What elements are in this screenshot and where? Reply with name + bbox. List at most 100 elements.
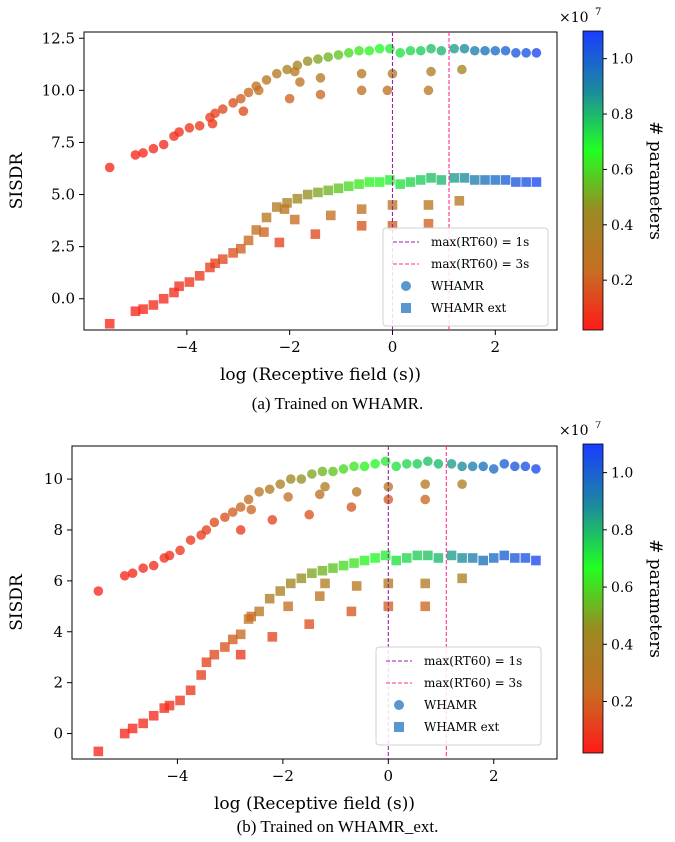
whamr-ext-square-point [283, 601, 293, 612]
whamr-circle-point [228, 98, 238, 108]
x-tick-label: 0 [388, 338, 398, 356]
whamr-ext-square-point [325, 210, 336, 221]
legend-box [375, 646, 542, 746]
whamr-circle-point [264, 484, 275, 495]
whamr-ext-square-point [130, 306, 141, 317]
whamr-circle-point [520, 461, 531, 472]
whamr-ext-square-point [370, 553, 380, 563]
whamr-circle-point [238, 106, 249, 116]
colorbar-tick-label: 0.8 [611, 107, 633, 123]
whamr-ext-square-point [531, 555, 541, 566]
whamr-ext-square-point [184, 277, 195, 287]
whamr-ext-square-point [328, 563, 338, 573]
whamr-circle-point [130, 150, 141, 160]
whamr-circle-point [261, 75, 272, 85]
whamr-circle-point [138, 563, 148, 573]
whamr-circle-point [148, 560, 159, 571]
whamr-ext-square-point [374, 177, 385, 187]
whamr-circle-point [349, 461, 359, 472]
whamr-ext-square-point [251, 225, 262, 235]
whamr-ext-square-point [333, 183, 344, 194]
whamr-circle-point [284, 93, 295, 104]
whamr-circle-point [385, 43, 395, 54]
whamr-ext-square-point [307, 568, 317, 579]
whamr-circle-point [420, 479, 431, 489]
whamr-circle-point [383, 494, 394, 505]
whamr-ext-square-point [380, 550, 391, 561]
whamr-circle-point [296, 474, 307, 484]
scatter-chart-a: −4 −2 0 2 0.0 2.5 5.0 7.5 10.0 12.5 log (Receptive… [7, 7, 665, 385]
whamr-ext-square-point [433, 553, 444, 563]
whamr-ext-square-point [364, 177, 375, 187]
colorbar-tick-label: 0.8 [611, 523, 633, 539]
x-tick-label: 2 [489, 767, 499, 785]
whamr-ext-square-point [285, 578, 296, 589]
whamr-circle-point [93, 586, 104, 596]
whamr-circle-point [333, 50, 344, 60]
whamr-circle-point [315, 89, 326, 100]
colorbar-multiplier-exponent: 7 [595, 7, 601, 18]
whamr-ext-square-point [235, 629, 246, 640]
x-axis-label: log (Receptive field (s)) [220, 365, 421, 385]
whamr-circle-point [459, 43, 470, 54]
whamr-ext-square-point [480, 175, 490, 185]
whamr-circle-point [314, 489, 325, 500]
x-tick-label: −2 [279, 338, 301, 356]
whamr-ext-square-point [209, 649, 220, 660]
whamr-ext-square-point [271, 202, 282, 212]
colorbar-tick-label: 0.6 [611, 162, 633, 178]
whamr-circle-point [351, 487, 362, 497]
whamr-ext-square-point [351, 581, 362, 591]
whamr-circle-point [201, 525, 212, 535]
whamr-circle-point [175, 545, 185, 556]
whamr-circle-point [488, 464, 499, 474]
y-tick-label: 12.5 [42, 29, 75, 47]
whamr-circle-point [307, 469, 317, 479]
whamr-circle-point [370, 459, 380, 469]
whamr-circle-point [235, 525, 246, 535]
x-axis-label: log (Receptive field (s)) [214, 794, 415, 814]
whamr-circle-point [531, 48, 542, 58]
whamr-ext-square-point [467, 553, 478, 563]
whamr-ext-square-point [292, 193, 303, 204]
whamr-circle-point [510, 461, 520, 472]
whamr-circle-point [469, 45, 480, 56]
whamr-ext-square-point [436, 175, 447, 185]
whamr-circle-point [313, 54, 323, 64]
whamr-circle-point [194, 120, 205, 131]
whamr-ext-square-point [359, 555, 370, 566]
legend-whamr-ext-swatch [401, 303, 411, 313]
whamr-circle-point [209, 517, 220, 528]
colorbar-multiplier-exponent: 7 [595, 421, 601, 431]
whamr-circle-point [184, 123, 195, 133]
whamr-ext-square-point [279, 204, 290, 214]
whamr-circle-point [346, 502, 357, 512]
whamr-circle-point [343, 48, 354, 58]
whamr-ext-square-point [159, 703, 170, 713]
whamr-circle-point [457, 64, 467, 75]
legend-whamr-swatch [401, 281, 411, 291]
whamr-ext-square-point [210, 258, 220, 269]
whamr-circle-point [207, 118, 218, 129]
whamr-ext-square-point [275, 586, 286, 596]
figure-b: −4 −2 0 2 0 2 4 6 8 10 log (Receptive field (s)) SI… [0, 421, 675, 815]
whamr-ext-square-point [228, 248, 238, 258]
whamr-ext-square-point [346, 606, 357, 617]
whamr-circle-point [423, 456, 433, 467]
whamr-ext-square-point [459, 173, 470, 183]
y-axis-label: SISDR [7, 573, 27, 631]
whamr-ext-square-point [138, 304, 148, 314]
whamr-ext-square-point [423, 200, 434, 210]
colorbar-tick-label: 1.0 [611, 466, 633, 482]
whamr-circle-point [478, 461, 488, 472]
plot-frame [83, 31, 558, 331]
colorbar-tick-label: 0.2 [611, 695, 633, 711]
whamr-ext-square-point [220, 642, 230, 652]
legend-line-3s-label: max(RT60) = 3s [424, 676, 522, 690]
whamr-circle-point [401, 459, 412, 469]
whamr-ext-square-point [520, 553, 531, 563]
whamr-ext-square-point [383, 578, 394, 589]
whamr-circle-point [426, 43, 436, 54]
scatter-chart-b: −4 −2 0 2 0 2 4 6 8 10 log (Receptive field (s)) SI… [7, 421, 665, 814]
whamr-ext-square-point [510, 553, 520, 563]
